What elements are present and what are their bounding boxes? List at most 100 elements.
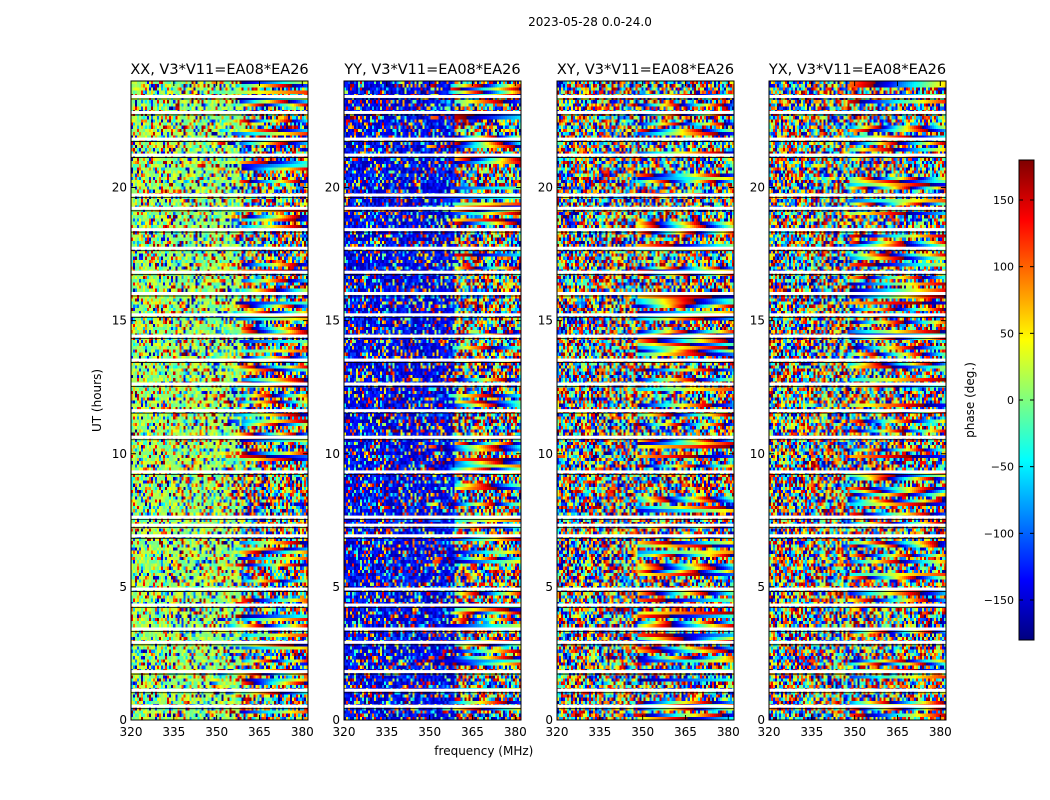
panel-title: XX, V3*V11=EA08*EA26 [130,62,308,78]
flagged-interval [769,292,946,295]
flagged-interval [344,313,521,317]
flagged-interval [344,270,521,274]
panel-title: XY, V3*V11=EA08*EA26 [557,62,734,78]
flagged-interval [769,193,946,197]
flagged-interval [131,206,308,210]
flagged-interval [131,704,308,708]
phase-heatmap [769,81,946,720]
flagged-interval [344,470,521,474]
flagged-interval [131,246,308,250]
y-tick-label: 5 [757,580,765,594]
flagged-interval [557,334,734,338]
panel-title: YY, V3*V11=EA08*EA26 [343,62,520,78]
y-tick-label: 15 [538,314,553,328]
heatmap-panels: XX, V3*V11=EA08*EA26 320 335 350 365 380 0 5 10 1… [90,62,952,758]
flagged-interval [769,640,946,644]
y-tick-label: 10 [750,447,765,461]
flagged-interval [131,523,308,527]
flagged-interval [557,435,734,439]
flagged-interval [769,110,946,114]
colorbar-tick-label: 100 [993,261,1014,274]
flagged-interval [557,94,734,98]
flagged-interval [769,704,946,708]
flagged-interval [769,688,946,692]
flagged-interval [131,515,308,519]
flagged-interval [344,587,521,591]
flagged-interval [344,409,521,413]
flagged-interval [557,627,734,631]
flagged-interval [131,292,308,295]
flagged-interval [131,228,308,232]
y-tick-label: 0 [545,713,553,727]
flagged-interval [769,587,946,591]
flagged-interval [769,270,946,274]
flagged-interval [131,688,308,692]
flagged-interval [557,640,734,644]
flagged-interval [769,603,946,607]
flagged-interval [769,334,946,338]
x-tick-label: 320 [758,725,781,739]
flagged-interval [557,137,734,141]
flagged-interval [344,358,521,362]
phase-heatmap [557,81,734,720]
x-tick-label: 365 [674,725,697,739]
flagged-interval [131,534,308,538]
flagged-interval [131,382,308,386]
flagged-interval [131,94,308,98]
y-tick-label: 15 [112,314,127,328]
flagged-interval [344,627,521,631]
flagged-interval [557,688,734,692]
flagged-interval [557,534,734,538]
axes-frame [343,80,522,721]
x-tick-label: 350 [843,725,866,739]
x-tick-label: 365 [461,725,484,739]
y-tick-label: 0 [332,713,340,727]
panel-2: YY, V3*V11=EA08*EA26 320 335 350 365 380 0 5 10 1… [325,62,534,758]
flagged-interval [769,228,946,232]
flagged-interval [769,137,946,141]
colorbar-tick-label: −100 [984,527,1014,540]
y-tick-label: 20 [750,181,765,195]
x-tick-label: 335 [588,725,611,739]
flagged-interval [131,627,308,631]
x-tick-label: 320 [546,725,569,739]
flagged-interval [769,206,946,210]
axes-frame [556,80,735,721]
x-tick-label: 350 [631,725,654,739]
flagged-interval [344,704,521,708]
flagged-interval [769,409,946,413]
flagged-interval [131,334,308,338]
flagged-interval [131,670,308,674]
flagged-interval [344,523,521,527]
flagged-interval [131,110,308,114]
flagged-interval [769,470,946,474]
flagged-interval [769,153,946,157]
y-tick-label: 5 [545,580,553,594]
panel-1: XX, V3*V11=EA08*EA26 320 335 350 365 380 0 5 10 1… [90,62,314,739]
flagged-interval [769,534,946,538]
flagged-interval [344,534,521,538]
flagged-interval [769,435,946,439]
y-tick-label: 15 [325,314,340,328]
panel-3: XY, V3*V11=EA08*EA26 320 335 350 365 380 0 5 10 1… [538,62,740,739]
flagged-interval [557,409,734,413]
flagged-interval [557,206,734,210]
x-tick-label: 335 [375,725,398,739]
flagged-interval [557,313,734,317]
y-tick-label: 10 [538,447,553,461]
axes-frame [768,80,947,721]
panel-4: YX, V3*V11=EA08*EA26 320 335 350 365 380 0 5 10 1… [750,62,952,739]
flagged-interval [769,515,946,519]
flagged-interval [557,704,734,708]
flagged-interval [769,670,946,674]
flagged-interval [344,246,521,250]
flagged-interval [344,193,521,197]
flagged-interval [131,409,308,413]
colorbar-tick-label: −50 [991,461,1014,474]
x-tick-label: 350 [418,725,441,739]
y-tick-label: 0 [119,713,127,727]
flagged-interval [557,523,734,527]
flagged-interval [557,670,734,674]
flagged-interval [344,292,521,295]
